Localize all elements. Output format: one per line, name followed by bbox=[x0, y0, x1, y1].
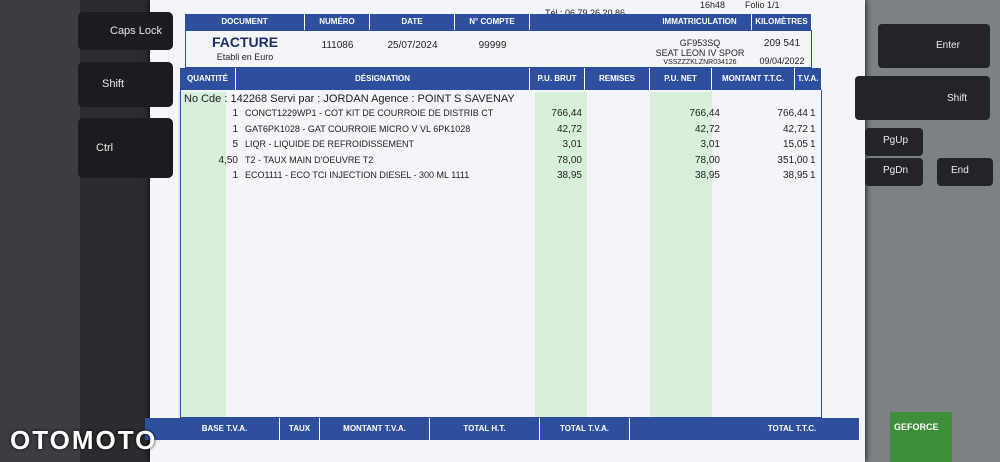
key: Enter bbox=[878, 24, 990, 68]
column-header: BASE T.V.A. bbox=[170, 418, 280, 440]
column-header: TAUX bbox=[280, 418, 320, 440]
column-header: KILOMÈTRES bbox=[752, 14, 812, 30]
key: Caps Lock bbox=[78, 12, 173, 50]
amount: 15,05 bbox=[782, 139, 808, 150]
account: 99999 bbox=[478, 40, 507, 51]
net-price: 42,72 bbox=[694, 123, 720, 135]
key: Ctrl bbox=[78, 118, 173, 178]
designation: T2 - TAUX MAIN D'OEUVRE T2 bbox=[245, 154, 374, 165]
lines-frame bbox=[180, 90, 822, 418]
laptop-left bbox=[0, 0, 80, 462]
highlight bbox=[650, 92, 712, 418]
column-header: DATE bbox=[370, 14, 455, 30]
quantity: 1 bbox=[232, 170, 238, 181]
model: SEAT LEON IV SPOR bbox=[655, 48, 745, 58]
amount: 766,44 bbox=[777, 108, 808, 119]
unit-price: 78,00 bbox=[556, 154, 582, 166]
column-header: T.V.A. bbox=[795, 68, 822, 90]
net-price: 766,44 bbox=[689, 108, 720, 119]
folio: Folio 1/1 bbox=[745, 0, 780, 10]
time: 16h48 bbox=[700, 0, 726, 10]
values-frame bbox=[185, 30, 812, 68]
designation: GAT6PK1028 - GAT COURROIE MICRO V VL 6PK… bbox=[245, 123, 471, 134]
registration: GF953SQ bbox=[679, 38, 721, 48]
column-header: QUANTITÉ bbox=[180, 68, 236, 90]
vat: 1 bbox=[810, 170, 816, 181]
key: End bbox=[937, 158, 993, 186]
key: Shift bbox=[78, 62, 173, 107]
column-header: MONTANT T.V.A. bbox=[320, 418, 430, 440]
quantity: 1 bbox=[232, 123, 238, 135]
vin: VSSZZZKLZNR034126 bbox=[663, 59, 737, 66]
designation: ECO1111 - ECO TCI INJECTION DIESEL - 300… bbox=[245, 170, 470, 180]
amount: 351,00 bbox=[777, 154, 808, 166]
column-header: N° COMPTE bbox=[455, 14, 530, 30]
order-info: No Cde : 142268 Servi par : JORDAN Agenc… bbox=[184, 93, 515, 105]
vat: 1 bbox=[810, 139, 816, 150]
column-header: TOTAL H.T. bbox=[430, 418, 540, 440]
highlight bbox=[535, 92, 587, 418]
column-header: P.U. NET bbox=[650, 68, 712, 90]
quantity: 5 bbox=[232, 139, 238, 150]
watermark: OTOMOTO bbox=[10, 425, 158, 455]
vat: 1 bbox=[810, 154, 816, 166]
quantity: 4,50 bbox=[218, 154, 238, 166]
net-price: 38,95 bbox=[694, 170, 720, 181]
kilometres: 209 541 bbox=[763, 38, 801, 49]
column-header: TOTAL T.T.C. bbox=[725, 418, 860, 440]
document-note: Etabli en Euro bbox=[216, 52, 274, 62]
column-header: NUMÉRO bbox=[305, 14, 370, 30]
unit-price: 766,44 bbox=[551, 108, 582, 119]
unit-price: 42,72 bbox=[556, 123, 582, 135]
column-header: DOCUMENT bbox=[185, 14, 305, 30]
net-price: 3,01 bbox=[700, 139, 720, 150]
highlight bbox=[178, 92, 226, 418]
vat: 1 bbox=[810, 123, 816, 135]
sticker: GEFORCE bbox=[890, 412, 952, 462]
key: PgDn bbox=[865, 158, 923, 186]
vat: 1 bbox=[810, 108, 816, 119]
date: 25/07/2024 bbox=[387, 40, 438, 51]
number: 111086 bbox=[321, 40, 354, 51]
net-price: 78,00 bbox=[694, 154, 720, 166]
phone: Tél : 06 79 26 20 86 bbox=[545, 8, 626, 18]
quantity: 1 bbox=[232, 108, 238, 119]
unit-price: 38,95 bbox=[556, 170, 582, 181]
key: Shift bbox=[855, 76, 990, 120]
designation: LIQR - LIQUIDE DE REFROIDISSEMENT bbox=[245, 139, 415, 149]
column-header: TOTAL T.V.A. bbox=[540, 418, 630, 440]
column-header: DÉSIGNATION bbox=[236, 68, 530, 90]
registration-date: 09/04/2022 bbox=[759, 56, 805, 66]
column-header: REMISES bbox=[585, 68, 650, 90]
document-type: FACTURE bbox=[211, 34, 279, 50]
column-header: MONTANT T.T.C. bbox=[712, 68, 795, 90]
column-header: P.U. BRUT bbox=[530, 68, 585, 90]
unit-price: 3,01 bbox=[562, 139, 582, 150]
designation: CONCT1229WP1 - COT KIT DE COURROIE DE DI… bbox=[245, 108, 494, 118]
amount: 42,72 bbox=[782, 123, 808, 135]
key: PgUp bbox=[865, 128, 923, 156]
column-header: IMMATRICULATION bbox=[648, 14, 752, 30]
amount: 38,95 bbox=[782, 170, 808, 181]
